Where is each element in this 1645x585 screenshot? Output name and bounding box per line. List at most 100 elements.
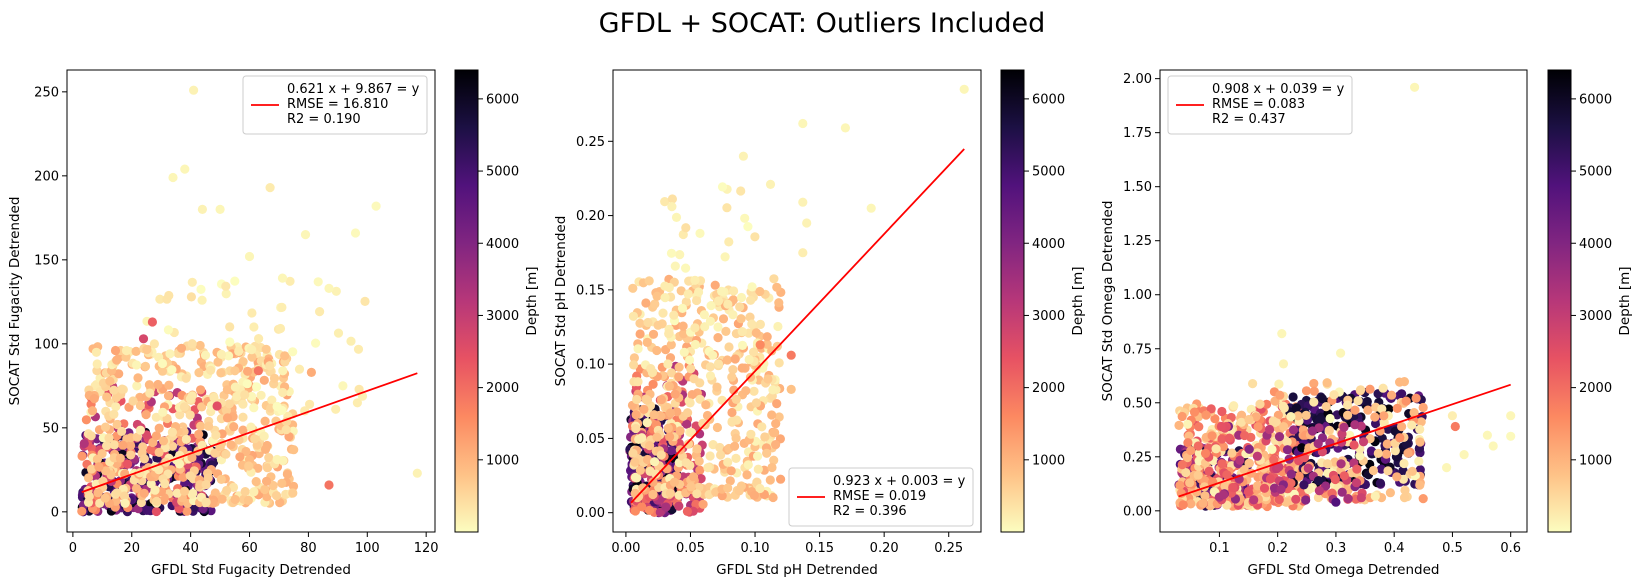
scatter-points (77, 85, 422, 517)
data-point (1301, 386, 1312, 396)
data-point (1356, 493, 1366, 503)
data-point (152, 496, 162, 506)
data-point (256, 390, 266, 400)
data-point (194, 429, 204, 439)
y-tick-label: 1.00 (1123, 288, 1152, 303)
data-point (667, 368, 677, 378)
data-point (763, 374, 773, 384)
data-point (1288, 425, 1299, 435)
data-point (1244, 458, 1254, 468)
data-point (1253, 422, 1263, 432)
data-point (667, 202, 677, 212)
data-point (262, 463, 273, 473)
data-point (221, 449, 231, 459)
data-point (769, 274, 779, 284)
data-point (722, 355, 732, 365)
data-point (247, 345, 257, 355)
data-point (1337, 487, 1347, 497)
data-point (153, 379, 163, 390)
data-point (1349, 440, 1359, 450)
data-point (249, 487, 259, 497)
data-point (277, 302, 287, 312)
colorbar-tick-label: 2000 (1579, 381, 1612, 396)
data-point (728, 365, 738, 375)
data-point (92, 359, 102, 369)
data-point (139, 488, 149, 498)
data-point (730, 441, 740, 451)
data-point (1200, 448, 1211, 458)
data-point (151, 431, 161, 441)
data-point (742, 470, 752, 480)
colorbar-tick-label: 4000 (1032, 237, 1065, 252)
data-point (167, 441, 178, 451)
data-point (760, 432, 770, 442)
data-point (650, 299, 660, 309)
data-point (249, 403, 259, 413)
data-point (1415, 424, 1425, 434)
data-point (628, 448, 638, 458)
data-point (737, 363, 747, 373)
data-point (757, 422, 767, 432)
data-point (1299, 480, 1309, 490)
data-point (187, 339, 197, 349)
data-point (1329, 390, 1339, 400)
data-point (776, 474, 786, 484)
data-point (665, 488, 676, 498)
data-point (1373, 448, 1383, 458)
data-point (730, 354, 740, 364)
data-point (176, 343, 187, 353)
data-point (738, 151, 749, 161)
data-point (698, 418, 708, 428)
colorbar-tick-label: 2000 (1032, 381, 1065, 396)
data-point (77, 451, 87, 461)
data-point (664, 329, 674, 339)
data-point (767, 462, 777, 473)
y-tick-label: 150 (34, 253, 59, 268)
data-point (635, 465, 646, 475)
data-point (631, 410, 641, 420)
data-point (230, 366, 240, 376)
data-point (736, 186, 746, 196)
data-point (750, 232, 760, 242)
data-point (1378, 383, 1388, 393)
legend-text: R2 = 0.437 (1212, 112, 1286, 127)
data-point (706, 301, 716, 311)
data-point (635, 318, 645, 328)
data-point (771, 440, 781, 450)
axes-frame (66, 69, 436, 533)
data-point (313, 277, 323, 287)
data-point (729, 286, 739, 296)
data-point (195, 340, 205, 351)
data-point (1339, 422, 1349, 432)
data-point (288, 481, 299, 491)
data-point (285, 276, 295, 286)
data-point (743, 222, 753, 232)
data-point (1403, 448, 1413, 458)
data-point (1288, 392, 1298, 402)
data-point (109, 440, 119, 450)
legend-text: RMSE = 0.083 (1212, 97, 1305, 112)
data-point (222, 385, 232, 395)
data-point (131, 483, 142, 494)
data-point (698, 499, 708, 509)
data-point (275, 498, 285, 508)
data-point (271, 491, 282, 501)
data-point (686, 482, 696, 492)
data-point (1331, 497, 1341, 507)
data-point (1317, 394, 1327, 404)
data-point (644, 276, 654, 286)
data-point (652, 291, 662, 301)
data-point (1229, 401, 1239, 411)
data-point (346, 336, 356, 346)
data-point (1307, 426, 1318, 436)
legend-text: R2 = 0.396 (833, 504, 907, 519)
data-point (1240, 430, 1250, 441)
data-point (1262, 399, 1272, 409)
data-point (1294, 471, 1304, 481)
data-point (700, 322, 710, 332)
regression-line (1178, 383, 1511, 498)
data-point (204, 421, 214, 431)
data-point (692, 444, 702, 454)
y-tick-label: 0.25 (576, 135, 605, 150)
